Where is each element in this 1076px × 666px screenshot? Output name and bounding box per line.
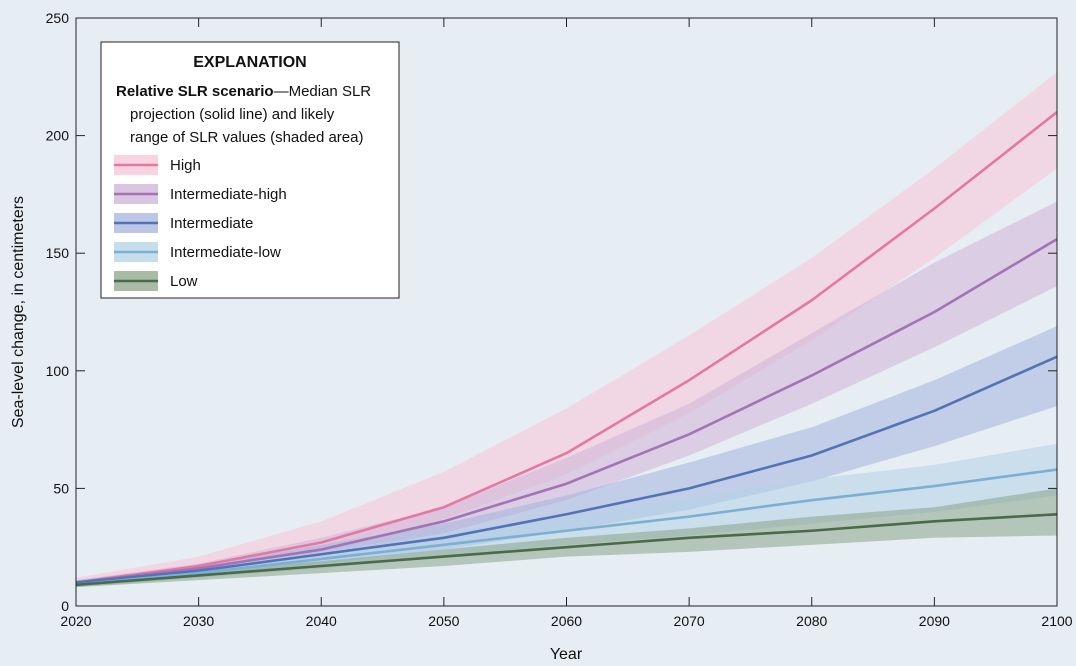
y-tick-label: 0 bbox=[61, 598, 69, 614]
legend-label: Intermediate bbox=[170, 215, 253, 232]
x-tick-label: 2060 bbox=[551, 613, 582, 629]
x-tick-label: 2080 bbox=[796, 613, 827, 629]
y-tick-label: 250 bbox=[46, 10, 70, 26]
line-intermediate bbox=[75, 355, 1058, 584]
y-tick-label: 100 bbox=[46, 363, 70, 379]
x-tick-label: 2040 bbox=[306, 613, 337, 629]
y-axis-title: Sea-level change, in centimeters bbox=[10, 196, 27, 428]
axis-ticks: 2020 2030 2040 2050 2060 2070 2080 2090 2100 0 50 1… bbox=[46, 10, 1073, 629]
legend-label: High bbox=[170, 157, 201, 174]
x-tick-label: 2030 bbox=[183, 613, 214, 629]
legend-subtitle-line2: projection (solid line) and likely bbox=[130, 106, 335, 123]
legend: EXPLANATION Relative SLR scenario—Median… bbox=[100, 41, 400, 299]
legend-item-intermediate-low: Intermediate-low bbox=[114, 242, 281, 262]
legend-item-high: High bbox=[114, 155, 201, 175]
x-tick-label: 2050 bbox=[428, 613, 459, 629]
x-axis-title: Year bbox=[550, 646, 583, 663]
legend-subtitle-bold: Relative SLR scenario bbox=[116, 83, 274, 100]
band-intermediate bbox=[76, 326, 1057, 588]
legend-label: Low bbox=[170, 273, 198, 290]
band-low bbox=[76, 488, 1057, 588]
line-intermediate-low bbox=[75, 468, 1058, 587]
legend-item-intermediate: Intermediate bbox=[114, 213, 253, 233]
legend-items: High Intermediate-high Intermediate Interme… bbox=[114, 155, 287, 291]
legend-subtitle-line3: range of SLR values (shaded area) bbox=[130, 129, 363, 146]
y-tick-label: 150 bbox=[46, 245, 70, 261]
y-tick-label: 50 bbox=[53, 480, 69, 496]
x-tick-label: 2100 bbox=[1041, 613, 1072, 629]
legend-item-intermediate-high: Intermediate-high bbox=[114, 184, 287, 204]
legend-title: EXPLANATION bbox=[193, 54, 306, 71]
legend-item-low: Low bbox=[114, 271, 198, 291]
legend-subtitle-rest: —Median SLR bbox=[274, 83, 372, 100]
legend-label: Intermediate-low bbox=[170, 244, 281, 261]
likely-range-bands bbox=[76, 72, 1057, 588]
legend-label: Intermediate-high bbox=[170, 186, 287, 203]
x-tick-label: 2070 bbox=[674, 613, 705, 629]
line-low bbox=[75, 512, 1058, 587]
legend-subtitle-line1: Relative SLR scenario—Median SLR bbox=[116, 83, 371, 100]
line-intermediate-high bbox=[75, 237, 1058, 584]
median-projection-lines bbox=[75, 111, 1058, 587]
x-tick-label: 2090 bbox=[919, 613, 950, 629]
line-high bbox=[75, 111, 1058, 584]
y-tick-label: 200 bbox=[46, 128, 70, 144]
band-intermediate-low bbox=[76, 443, 1057, 588]
x-tick-label: 2020 bbox=[60, 613, 91, 629]
